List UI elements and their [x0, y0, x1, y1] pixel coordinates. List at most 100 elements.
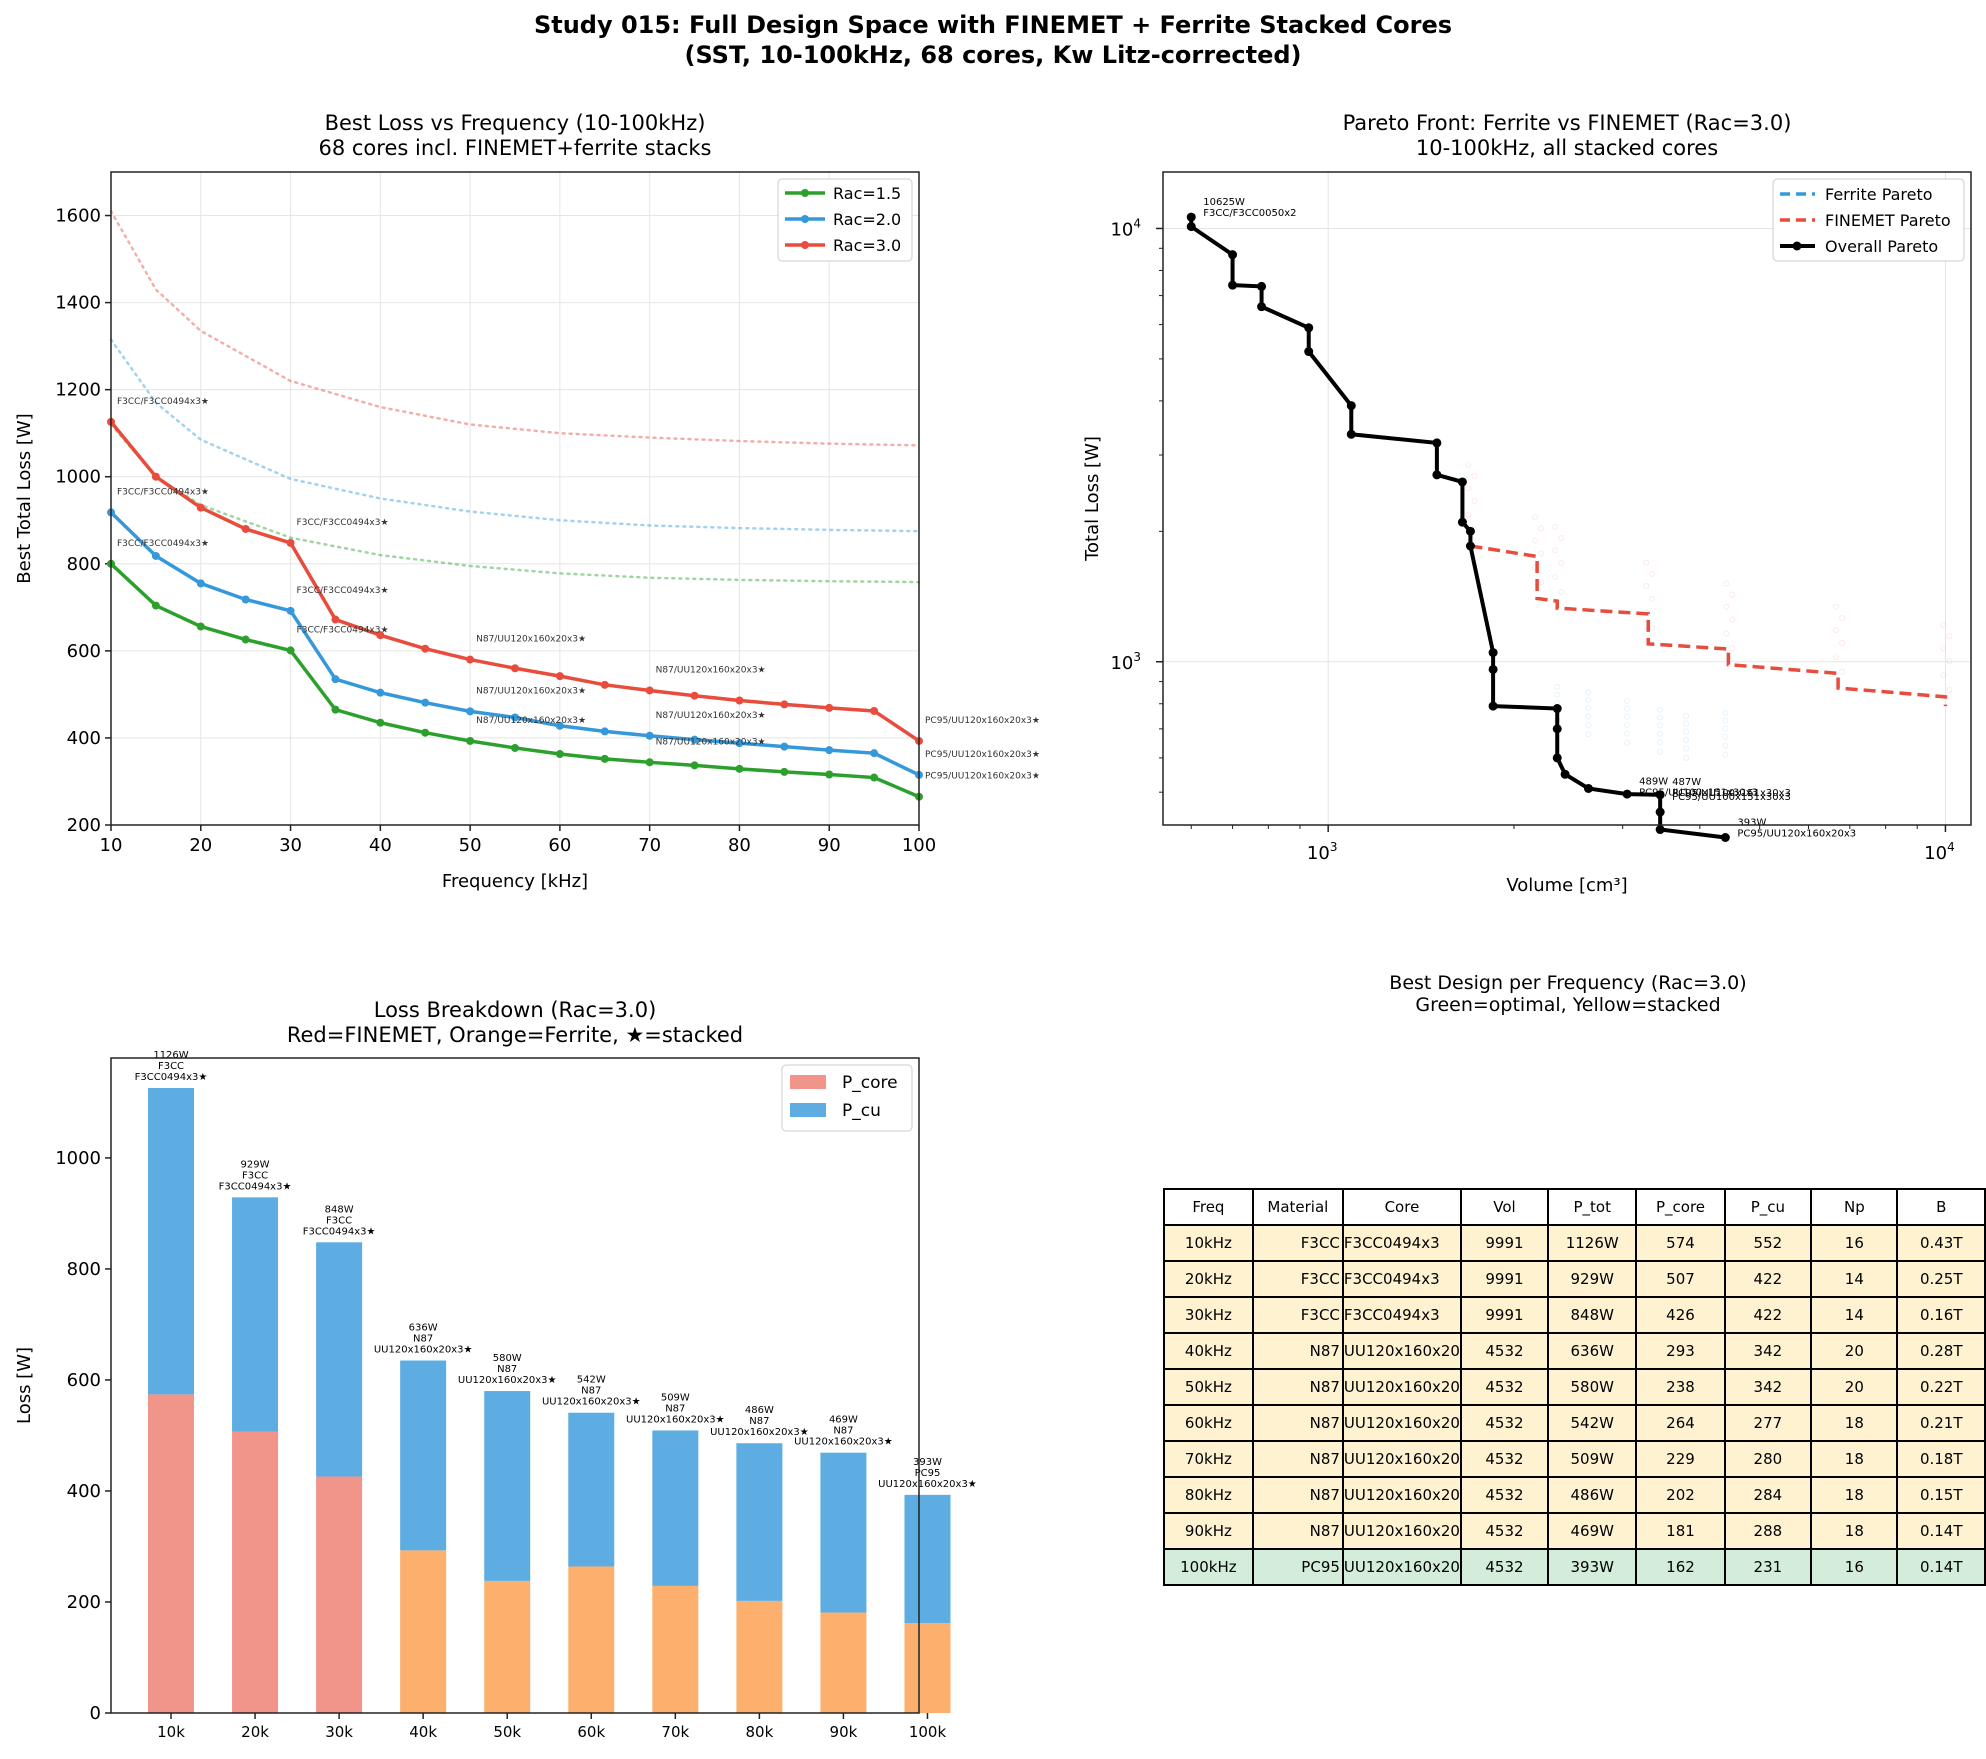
x-tick-label: 50 [459, 835, 482, 856]
table-cell: 14 [1810, 1260, 1899, 1298]
point-annotation: PC95/UU120x160x20x3★ [925, 772, 1040, 782]
chart-title: Best Loss vs Frequency (10-100kHz) 68 cor… [318, 111, 711, 160]
table-cell: 4532 [1459, 1404, 1550, 1442]
y-tick-label: 800 [67, 554, 101, 575]
suptitle-line-1: Study 015: Full Design Space with FINEME… [533, 11, 1453, 39]
x-tick-label: 103 [1307, 840, 1338, 864]
table-cell: 4532 [1459, 1332, 1550, 1370]
pareto-annotation: 487W PC95/UU100x151x30x3 [1672, 777, 1791, 799]
table-cell: F3CC0494x3 [1341, 1260, 1462, 1298]
table-cell: 426 [1635, 1296, 1726, 1334]
y-tick-label: 1600 [55, 206, 101, 227]
data-point [241, 595, 250, 604]
x-tick-label: 20 [189, 835, 212, 856]
tick-exponent: 4 [1133, 216, 1141, 230]
table-cell: 636W [1546, 1332, 1638, 1370]
bar-label-line: F3CC0494x3★ [303, 1226, 376, 1237]
table-cell: 4532 [1459, 1368, 1550, 1406]
finemet-design-point [1558, 535, 1565, 542]
reference-curve [109, 338, 921, 533]
y-tick-label: 0 [90, 1703, 101, 1724]
bar-label-line: UU120x160x20x3★ [878, 1479, 977, 1490]
data-point [600, 754, 609, 763]
pareto-annotation: 489W PC95/UU100x151x30x3 [1639, 776, 1758, 798]
point-annotation: PC95/UU120x160x20x3★ [925, 716, 1040, 726]
bar-label-line: PC95 [915, 1468, 941, 1479]
table-cell: 422 [1723, 1296, 1813, 1334]
column-header: P_core [1635, 1188, 1726, 1226]
legend-marker [801, 189, 809, 197]
overall-pareto-point [1346, 401, 1356, 411]
y-axis-label: Total Loss [W] [1082, 436, 1103, 562]
table-row: 50kHz N87 UU120x160x20 4532 580W 238 342 20 0.22… [1163, 1368, 1986, 1406]
ferrite-design-point [1683, 720, 1690, 727]
reference-curve [109, 423, 921, 584]
bar-label-line: N87 [749, 1416, 769, 1427]
ferrite-design-point [1585, 722, 1592, 729]
chart-title-line: Pareto Front: Ferrite vs FINEMET (Rac=3.… [1343, 111, 1792, 135]
data-point [466, 655, 475, 664]
data-point [286, 646, 295, 655]
chart-title: Pareto Front: Ferrite vs FINEMET (Rac=3.… [1343, 111, 1792, 160]
ferrite-design-point [1722, 709, 1729, 716]
point-annotation: F3CC/F3CC0494x3★ [117, 487, 209, 497]
overall-pareto-point [1432, 470, 1442, 480]
table-row: 40kHz N87 UU120x160x20 4532 636W 293 342 20 0.28… [1163, 1332, 1986, 1370]
x-tick-label: 60 [548, 835, 571, 856]
bar-label: 469W N87 UU120x160x20x3★ [794, 1415, 893, 1448]
table-cell: N87 [1251, 1404, 1344, 1442]
overall-pareto-point [1257, 281, 1267, 291]
point-annotation: N87/UU120x160x20x3★ [656, 665, 766, 675]
overall-pareto-point [1186, 212, 1196, 222]
ferrite-design-point [1624, 730, 1631, 737]
overall-pareto-point [1465, 541, 1475, 551]
ferrite-design-point [1554, 683, 1561, 690]
table-cell: 342 [1723, 1368, 1813, 1406]
overall-pareto-point [1304, 323, 1314, 333]
table-cell: 18 [1810, 1476, 1899, 1514]
table-cell: 18 [1810, 1440, 1899, 1478]
table-cell: 70kHz [1163, 1440, 1254, 1478]
column-header: Vol [1459, 1188, 1550, 1226]
finemet-design-point [1946, 658, 1953, 665]
ferrite-design-point [1624, 705, 1631, 712]
bar-label-line: N87 [497, 1364, 517, 1375]
table-cell: 0.15T [1896, 1476, 1986, 1514]
ferrite-design-point [1585, 713, 1592, 720]
finemet-design-point [1465, 461, 1472, 468]
ferrite-design-point [1624, 739, 1631, 746]
table-cell: 393W [1546, 1548, 1638, 1586]
table-cell: 4532 [1459, 1548, 1550, 1586]
legend-label: P_core [842, 1073, 898, 1093]
bar-label-line: N87 [413, 1334, 433, 1345]
pareto-annotation-line: F3CC/F3CC0050x2 [1203, 208, 1296, 219]
finemet-design-point [1729, 591, 1736, 598]
x-tick-label: 70 [638, 835, 661, 856]
data-point [870, 749, 879, 758]
legend-label: Ferrite Pareto [1825, 185, 1933, 204]
finemet-design-point [1538, 525, 1545, 532]
table-cell: N87 [1251, 1368, 1344, 1406]
y-tick-label: 600 [67, 1370, 101, 1391]
table-cell: UU120x160x20 [1341, 1404, 1462, 1442]
y-tick-label: 200 [67, 815, 101, 836]
table-cell: 9991 [1459, 1260, 1550, 1298]
x-tick-label: 10k [157, 1723, 185, 1741]
finemet-design-point [1946, 633, 1953, 640]
data-point [780, 742, 789, 751]
finemet-design-point [1833, 603, 1840, 610]
ferrite-design-point [1624, 713, 1631, 720]
legend-box [777, 178, 913, 262]
ferrite-design-point [1585, 689, 1592, 696]
table-cell: 90kHz [1163, 1512, 1254, 1550]
table-cell: 0.43T [1896, 1224, 1986, 1262]
data-point [331, 615, 340, 624]
data-point [331, 705, 340, 714]
table-cell: F3CC [1251, 1260, 1344, 1298]
table-row: 10kHz F3CC F3CC0494x3 9991 1126W 574 552 16 0.43… [1163, 1224, 1986, 1262]
data-point [241, 524, 250, 533]
legend: Rac=1.5 Rac=2.0 Rac=3.0 [777, 178, 913, 262]
x-tick-label: 90 [818, 835, 841, 856]
overall-pareto-point [1186, 222, 1196, 232]
data-point [421, 644, 430, 653]
